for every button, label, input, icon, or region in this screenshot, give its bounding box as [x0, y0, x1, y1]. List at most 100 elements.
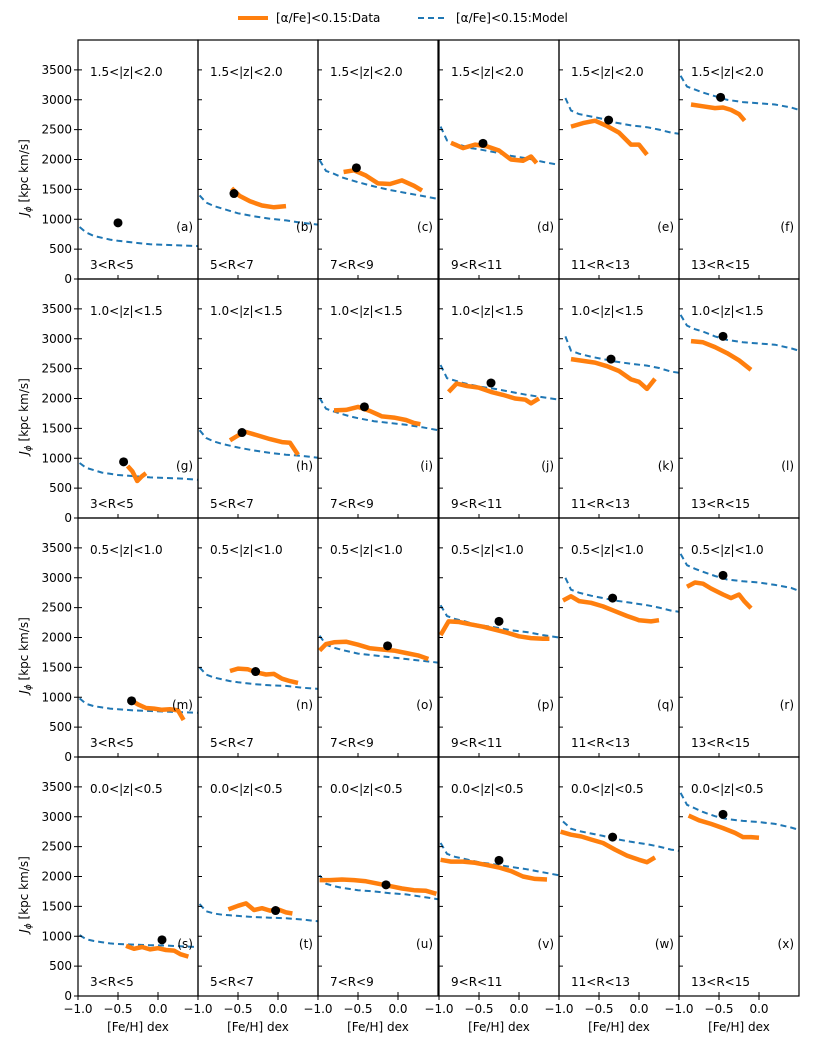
y-title-symbol: J [17, 690, 31, 696]
model-line [679, 792, 799, 831]
x-axis-title: [Fe/H] dex [708, 1020, 770, 1034]
model-line [318, 159, 438, 200]
model-line [78, 226, 198, 248]
r-range-label: 5<R<7 [210, 975, 254, 989]
panel-letter: (e) [657, 220, 674, 234]
panel-letter: (p) [537, 698, 554, 712]
panel: 0.0<|z|<0.5 7<R<9 (u) [317, 756, 439, 997]
x-tick-label: 0.0 [749, 1002, 768, 1016]
r-range-label: 9<R<11 [451, 736, 502, 750]
r-range-label: 7<R<9 [330, 975, 374, 989]
x-tick-label: 0.0 [388, 1002, 407, 1016]
r-range-label: 5<R<7 [210, 258, 254, 272]
r-range-label: 5<R<7 [210, 736, 254, 750]
y-title-symbol: J [17, 212, 31, 218]
y-tick-label: 2000 [41, 153, 72, 167]
y-tick-label: 0 [64, 511, 72, 525]
y-axis-title: Jϕ [kpc km/s] [17, 378, 34, 457]
y-axis-title: Jϕ [kpc km/s] [17, 617, 34, 696]
r-range-label: 9<R<11 [451, 258, 502, 272]
marker-point [718, 331, 728, 341]
panel: 0.0<|z|<0.5 3<R<5 (s) [77, 756, 199, 997]
data-line [446, 381, 541, 406]
panel-letter: (b) [296, 220, 313, 234]
panel-letter: (m) [172, 698, 193, 712]
panel: 1.5<|z|<2.0 3<R<5 (a) [77, 39, 199, 280]
legend-model-label: [α/Fe]<0.15:Model [456, 11, 568, 25]
z-range-label: 0.0<|z|<0.5 [210, 782, 283, 796]
x-tick-label: −1.0 [424, 1002, 453, 1016]
y-tick-label: 3000 [41, 93, 72, 107]
data-line [570, 356, 657, 392]
x-tick-label: 0.0 [629, 1002, 648, 1016]
y-title-units: [kpc km/s] [17, 139, 31, 206]
z-range-label: 1.0<|z|<1.5 [330, 304, 403, 318]
r-range-label: 7<R<9 [330, 497, 374, 511]
model-line [198, 194, 318, 226]
marker-point [237, 428, 247, 438]
marker-point [359, 402, 369, 412]
data-line [318, 639, 430, 662]
z-range-label: 1.0<|z|<1.5 [451, 304, 524, 318]
marker-point [119, 457, 129, 467]
y-title-units: [kpc km/s] [17, 617, 31, 684]
x-tick-label: −1.0 [544, 1002, 573, 1016]
x-tick-label: 0.0 [509, 1002, 528, 1016]
y-tick-label: 0 [64, 750, 72, 764]
model-line [564, 336, 679, 374]
marker-point [271, 906, 281, 916]
y-tick-label: 1000 [41, 690, 72, 704]
panel: 1.5<|z|<2.0 7<R<9 (c) [317, 39, 439, 280]
panel-letter: (x) [778, 937, 794, 951]
r-range-label: 7<R<9 [330, 736, 374, 750]
x-tick-label: −1.0 [63, 1002, 92, 1016]
x-axis-labels: −1.0 −0.5 0.0 [Fe/H] dex −1.0 −0.5 0.0 [Fe/H] d… [63, 996, 770, 1034]
r-range-label: 9<R<11 [451, 497, 502, 511]
panel-letter: (i) [420, 459, 433, 473]
panel: 0.5<|z|<1.0 5<R<7 (n) [197, 517, 319, 758]
data-line [227, 901, 293, 916]
y-tick-label: 3000 [41, 332, 72, 346]
marker-point [229, 189, 239, 199]
marker-point [606, 354, 616, 364]
panel-letter: (g) [176, 459, 193, 473]
y-tick-label: 2500 [41, 840, 72, 854]
z-range-label: 0.0<|z|<0.5 [90, 782, 163, 796]
panel: 0.5<|z|<1.0 3<R<5 (m) [77, 517, 199, 758]
z-range-label: 1.0<|z|<1.5 [691, 304, 764, 318]
marker-point [381, 880, 391, 890]
y-tick-label: 1500 [41, 421, 72, 435]
panel: 0.5<|z|<1.0 13<R<15 (r) [678, 517, 800, 758]
panel: 1.5<|z|<2.0 11<R<13 (e) [558, 39, 680, 280]
x-axis-title: [Fe/H] dex [347, 1020, 409, 1034]
marker-point [113, 218, 123, 228]
data-line [333, 404, 421, 427]
z-range-label: 0.5<|z|<1.0 [90, 543, 163, 557]
panel: 0.0<|z|<0.5 9<R<11 (v) [438, 756, 560, 997]
r-range-label: 13<R<15 [691, 736, 750, 750]
model-line [318, 874, 438, 901]
r-range-label: 7<R<9 [330, 258, 374, 272]
marker-point [251, 667, 261, 677]
marker-point [608, 593, 618, 603]
x-tick-label: −0.5 [223, 1002, 252, 1016]
model-line [79, 934, 198, 948]
y-title-symbol: J [17, 451, 31, 457]
marker-point [604, 115, 614, 125]
panel: 0.5<|z|<1.0 11<R<13 (q) [558, 517, 680, 758]
r-range-label: 13<R<15 [691, 258, 750, 272]
panel: 1.0<|z|<1.5 9<R<11 (j) [438, 278, 560, 519]
panel: 1.0<|z|<1.5 13<R<15 (l) [678, 278, 800, 519]
model-line [198, 666, 318, 690]
model-line [679, 314, 799, 352]
panel-letter: (d) [537, 220, 554, 234]
y-title-subscript: ϕ [24, 445, 34, 451]
panel-letter: (a) [176, 220, 193, 234]
panel: 1.5<|z|<2.0 13<R<15 (f) [678, 39, 800, 280]
legend: [α/Fe]<0.15:Data [α/Fe]<0.15:Model [238, 11, 568, 25]
z-range-label: 0.0<|z|<0.5 [571, 782, 644, 796]
y-title-units: [kpc km/s] [17, 856, 31, 923]
y-tick-label: 0 [64, 272, 72, 286]
panel-letter: (t) [299, 937, 313, 951]
marker-point [494, 616, 504, 626]
